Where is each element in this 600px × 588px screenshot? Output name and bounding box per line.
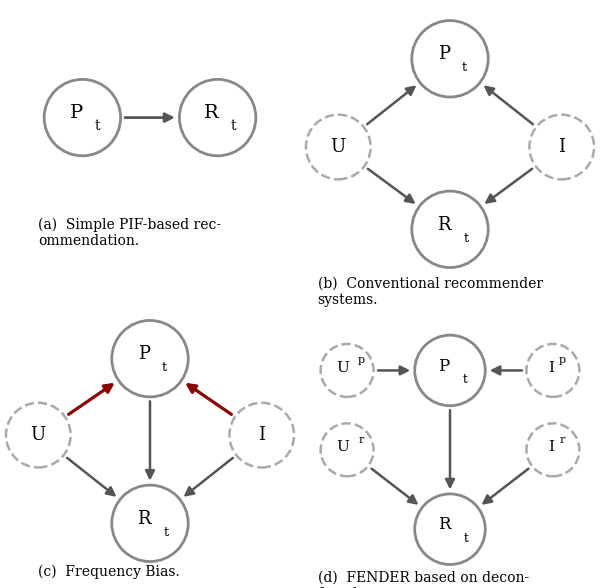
- Text: R: R: [205, 104, 219, 122]
- Circle shape: [44, 79, 121, 156]
- Text: r: r: [560, 435, 565, 445]
- Text: p: p: [559, 355, 566, 365]
- Text: I: I: [558, 138, 565, 156]
- Circle shape: [526, 423, 580, 476]
- Circle shape: [112, 320, 188, 397]
- Text: R: R: [438, 516, 451, 533]
- Text: t: t: [162, 361, 167, 374]
- Text: r: r: [359, 435, 364, 445]
- Circle shape: [412, 21, 488, 97]
- Text: t: t: [94, 119, 100, 133]
- Text: t: t: [231, 119, 236, 133]
- Circle shape: [415, 335, 485, 406]
- Circle shape: [6, 403, 71, 467]
- Text: P: P: [70, 104, 83, 122]
- Text: U: U: [331, 138, 346, 156]
- Circle shape: [112, 485, 188, 562]
- Text: t: t: [462, 61, 467, 74]
- Circle shape: [179, 79, 256, 156]
- Text: P: P: [439, 358, 450, 375]
- Text: (a)  Simple PIF-based rec-
ommendation.: (a) Simple PIF-based rec- ommendation.: [38, 218, 221, 248]
- Text: R: R: [137, 510, 151, 528]
- Text: P: P: [438, 45, 450, 64]
- Circle shape: [320, 423, 374, 476]
- Text: U: U: [31, 426, 46, 444]
- Text: (d)  FENDER based on decon-
founder.: (d) FENDER based on decon- founder.: [318, 570, 529, 588]
- Text: (b)  Conventional recommender
systems.: (b) Conventional recommender systems.: [318, 276, 543, 306]
- Text: U: U: [336, 440, 349, 454]
- Circle shape: [412, 191, 488, 268]
- Text: P: P: [138, 345, 150, 363]
- Text: (c)  Frequency Bias.: (c) Frequency Bias.: [38, 564, 180, 579]
- Text: p: p: [358, 355, 365, 365]
- Text: t: t: [463, 373, 467, 386]
- Text: t: t: [464, 532, 469, 544]
- Text: U: U: [336, 360, 349, 375]
- Circle shape: [415, 494, 485, 564]
- Circle shape: [320, 344, 374, 397]
- Text: R: R: [437, 216, 451, 234]
- Circle shape: [229, 403, 294, 467]
- Text: I: I: [548, 360, 554, 375]
- Circle shape: [306, 115, 371, 179]
- Circle shape: [526, 344, 580, 397]
- Text: I: I: [548, 440, 554, 454]
- Text: I: I: [258, 426, 265, 444]
- Text: t: t: [164, 526, 169, 539]
- Circle shape: [529, 115, 594, 179]
- Text: t: t: [464, 232, 469, 245]
